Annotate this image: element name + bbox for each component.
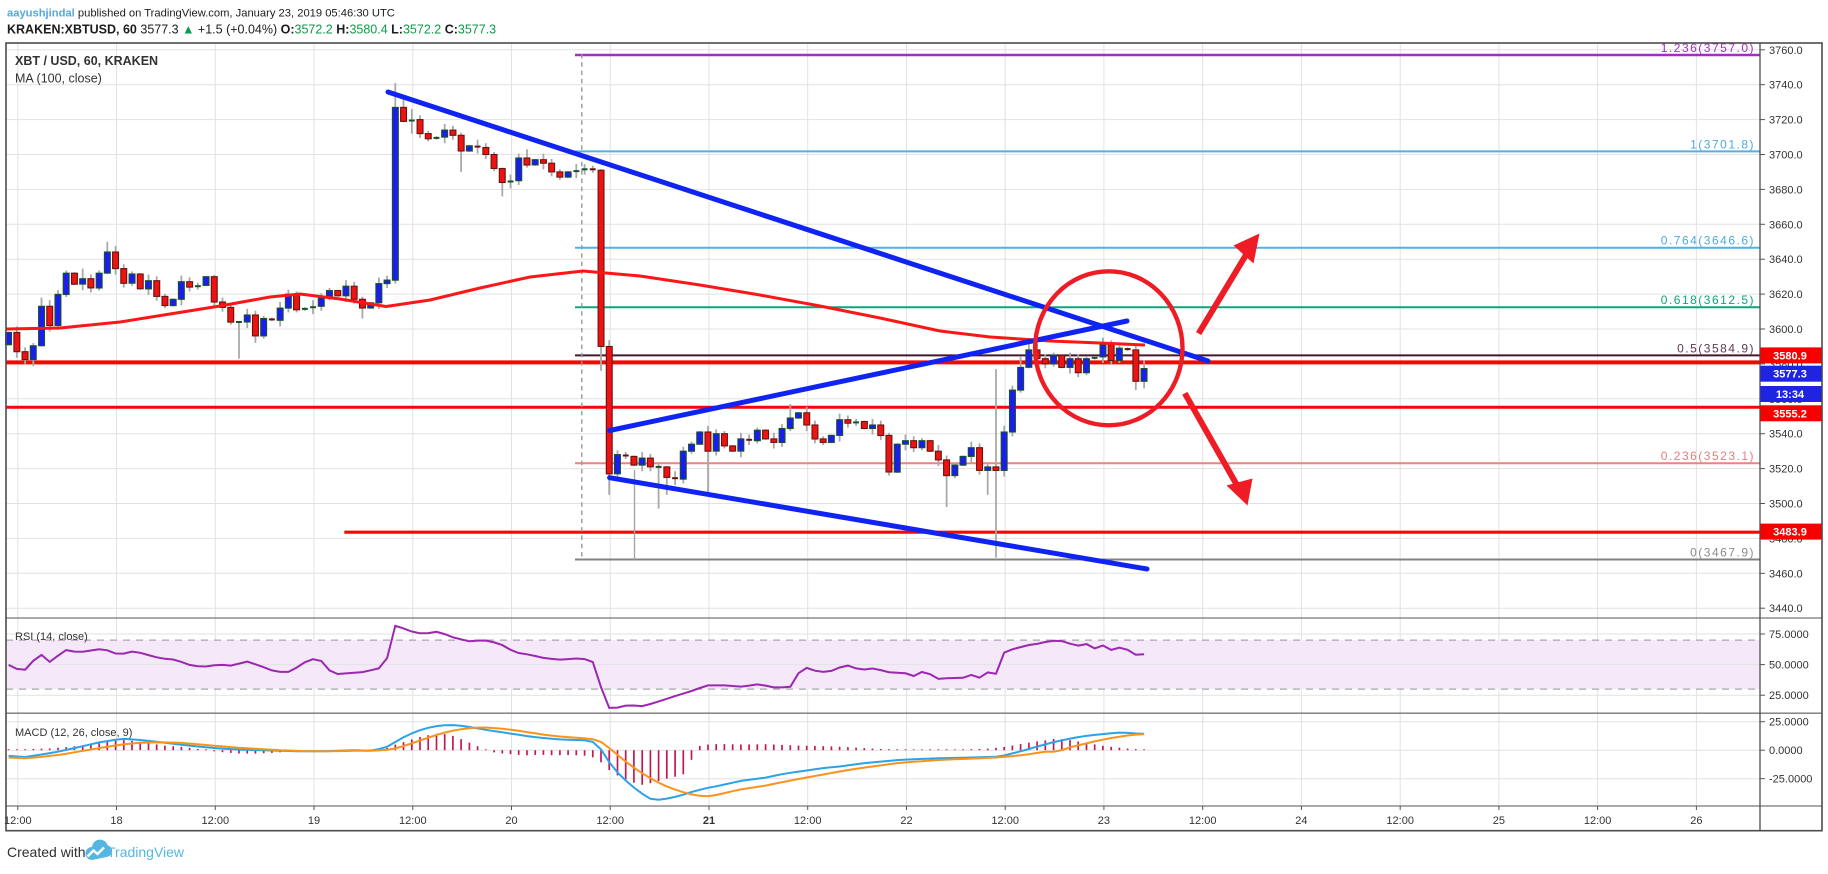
svg-text:RSI (14, close): RSI (14, close): [15, 631, 88, 643]
svg-text:13:34: 13:34: [1776, 389, 1805, 401]
svg-text:3500.0: 3500.0: [1769, 499, 1803, 511]
svg-text:0.0000: 0.0000: [1769, 745, 1803, 757]
svg-text:aayushjindal published on Trad: aayushjindal published on TradingView.co…: [7, 8, 395, 20]
svg-text:TradingView: TradingView: [107, 844, 185, 860]
svg-text:3577.3: 3577.3: [1773, 369, 1807, 381]
svg-text:3740.0: 3740.0: [1769, 80, 1803, 92]
svg-text:0.618(3612.5): 0.618(3612.5): [1661, 293, 1755, 307]
svg-text:20: 20: [505, 815, 517, 827]
svg-text:0(3467.9): 0(3467.9): [1690, 546, 1755, 560]
svg-text:KRAKEN:XBTUSD, 60 3577.3 ▲ +1: KRAKEN:XBTUSD, 60 3577.3 ▲ +1.5 (+0.04%)…: [7, 23, 496, 37]
svg-text:12:00: 12:00: [596, 815, 624, 827]
svg-text:26: 26: [1690, 815, 1702, 827]
svg-text:12:00: 12:00: [794, 815, 822, 827]
svg-text:19: 19: [308, 815, 320, 827]
svg-text:3700.0: 3700.0: [1769, 150, 1803, 162]
svg-text:3483.9: 3483.9: [1773, 527, 1807, 539]
svg-text:3520.0: 3520.0: [1769, 464, 1803, 476]
svg-text:0.236(3523.1): 0.236(3523.1): [1661, 449, 1755, 463]
svg-text:3540.0: 3540.0: [1769, 429, 1803, 441]
svg-text:3640.0: 3640.0: [1769, 254, 1803, 266]
svg-text:12:00: 12:00: [991, 815, 1019, 827]
svg-text:21: 21: [703, 815, 715, 827]
svg-text:75.0000: 75.0000: [1769, 629, 1809, 641]
svg-text:-25.0000: -25.0000: [1769, 774, 1812, 786]
svg-text:0.764(3646.6): 0.764(3646.6): [1661, 234, 1755, 248]
svg-text:Created with: Created with: [7, 844, 86, 860]
svg-text:3620.0: 3620.0: [1769, 289, 1803, 301]
svg-text:3760.0: 3760.0: [1769, 45, 1803, 57]
svg-text:3460.0: 3460.0: [1769, 568, 1803, 580]
svg-text:18: 18: [110, 815, 122, 827]
svg-text:25.0000: 25.0000: [1769, 717, 1809, 729]
svg-text:3720.0: 3720.0: [1769, 115, 1803, 127]
svg-text:3580.9: 3580.9: [1773, 350, 1807, 362]
svg-text:3660.0: 3660.0: [1769, 219, 1803, 231]
svg-text:12:00: 12:00: [1189, 815, 1217, 827]
svg-text:3680.0: 3680.0: [1769, 184, 1803, 196]
svg-text:25.0000: 25.0000: [1769, 690, 1809, 702]
svg-text:12:00: 12:00: [399, 815, 427, 827]
svg-text:0.5(3584.9): 0.5(3584.9): [1677, 341, 1755, 355]
svg-text:3600.0: 3600.0: [1769, 324, 1803, 336]
svg-text:22: 22: [900, 815, 912, 827]
svg-text:50.0000: 50.0000: [1769, 660, 1809, 672]
svg-text:12:00: 12:00: [4, 815, 32, 827]
svg-text:XBT / USD, 60, KRAKEN: XBT / USD, 60, KRAKEN: [15, 54, 158, 68]
svg-text:1.236(3757.0): 1.236(3757.0): [1661, 41, 1755, 55]
svg-text:3555.2: 3555.2: [1773, 408, 1807, 420]
svg-text:25: 25: [1493, 815, 1505, 827]
svg-text:1(3701.8): 1(3701.8): [1690, 137, 1755, 151]
svg-text:MACD (12, 26, close, 9): MACD (12, 26, close, 9): [15, 727, 132, 739]
svg-text:12:00: 12:00: [1584, 815, 1612, 827]
svg-text:24: 24: [1295, 815, 1307, 827]
svg-text:3440.0: 3440.0: [1769, 603, 1803, 615]
svg-text:23: 23: [1098, 815, 1110, 827]
svg-text:12:00: 12:00: [1386, 815, 1414, 827]
svg-text:MA (100, close): MA (100, close): [15, 72, 102, 86]
svg-text:12:00: 12:00: [202, 815, 230, 827]
